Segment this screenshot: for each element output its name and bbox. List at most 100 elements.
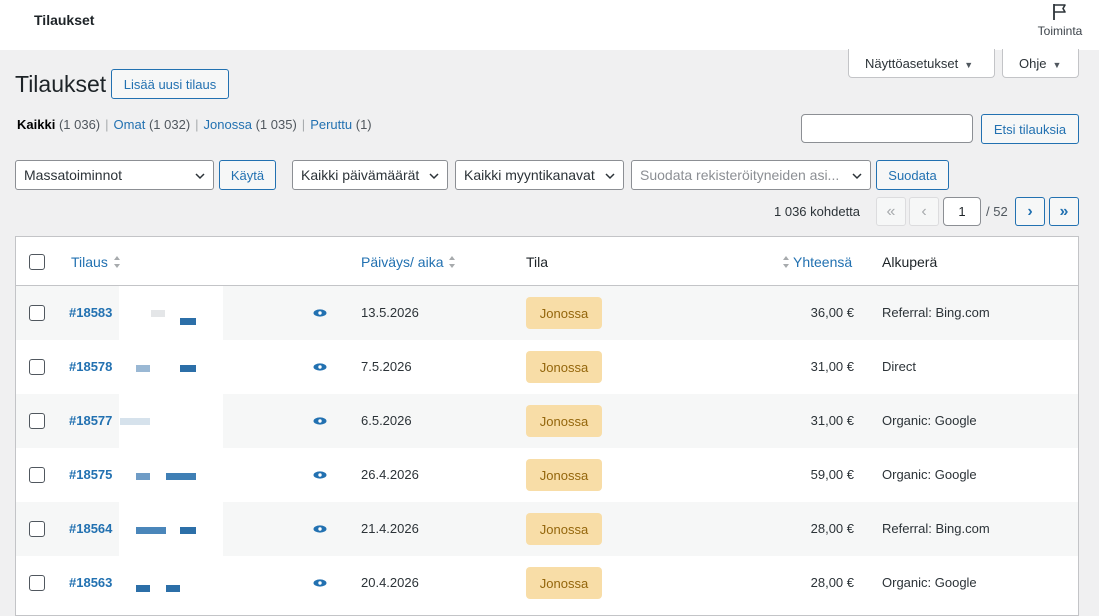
chevron-down-icon <box>429 173 439 180</box>
filter-button[interactable]: Suodata <box>876 160 949 190</box>
order-date: 13.5.2026 <box>361 305 419 320</box>
redaction-mark <box>180 318 196 325</box>
redacted-customer <box>119 448 223 502</box>
activity-label: Toiminta <box>1037 24 1083 38</box>
table-row: #18578 7.5.2026 Jonossa 31,00 € Direct <box>16 340 1078 394</box>
status-badge: Jonossa <box>526 405 602 437</box>
items-count: 1 036 kohdetta <box>774 204 861 219</box>
row-checkbox[interactable] <box>29 521 45 537</box>
admin-header: Tilaukset Toiminta <box>0 0 1099 50</box>
next-page-button[interactable]: › <box>1015 197 1045 226</box>
chevron-down-icon <box>195 173 205 180</box>
sort-icon <box>449 256 456 268</box>
table-row: #18577 6.5.2026 Jonossa 31,00 € Organic:… <box>16 394 1078 448</box>
column-total-label: Yhteensä <box>793 254 853 270</box>
order-link[interactable]: #18564 <box>69 521 113 536</box>
redacted-customer <box>119 286 223 340</box>
view-all-count: (1 036) <box>58 117 101 132</box>
order-origin: Organic: Google <box>882 575 977 590</box>
status-badge: Jonossa <box>526 513 602 545</box>
order-total: 31,00 € <box>810 413 854 428</box>
header-title: Tilaukset <box>34 12 95 28</box>
column-total[interactable]: Yhteensä <box>782 254 852 270</box>
order-date: 20.4.2026 <box>361 575 419 590</box>
view-mine[interactable]: Omat <box>113 117 146 132</box>
activity-button[interactable]: Toiminta <box>1033 2 1087 38</box>
view-mine-count: (1 032) <box>148 117 191 132</box>
view-separator: | <box>105 117 109 132</box>
order-link[interactable]: #18563 <box>69 575 113 590</box>
view-separator: | <box>301 117 306 132</box>
order-search-input[interactable] <box>801 114 973 143</box>
preview-eye-icon[interactable] <box>313 523 327 535</box>
row-checkbox[interactable] <box>29 305 45 321</box>
redacted-customer <box>119 340 223 394</box>
total-pages: / 52 <box>986 204 1008 219</box>
customer-filter-select[interactable]: Suodata rekisteröityneiden asi... <box>631 160 871 190</box>
redaction-mark <box>166 473 196 480</box>
column-date-label: Päiväys/ aika <box>361 254 444 270</box>
last-page-button[interactable]: » <box>1049 197 1079 226</box>
add-order-button[interactable]: Lisää uusi tilaus <box>111 69 229 99</box>
table-row: #18575 26.4.2026 Jonossa 59,00 € Organic… <box>16 448 1078 502</box>
apply-button[interactable]: Käytä <box>219 160 276 190</box>
view-processing-count: (1 035) <box>255 117 297 132</box>
redaction-mark <box>136 527 166 534</box>
order-date: 6.5.2026 <box>361 413 412 428</box>
redaction-mark <box>136 365 150 372</box>
help-tab[interactable]: Ohje ▼ <box>1002 49 1079 78</box>
bulk-actions-select[interactable]: Massatoiminnot <box>15 160 214 190</box>
view-processing[interactable]: Jonossa <box>203 117 252 132</box>
table-row: #18583 13.5.2026 Jonossa 36,00 € Referra… <box>16 286 1078 340</box>
chevron-down-icon <box>605 173 615 180</box>
order-total: 28,00 € <box>810 521 854 536</box>
preview-eye-icon[interactable] <box>313 415 327 427</box>
view-all[interactable]: Kaikki <box>17 117 56 132</box>
preview-eye-icon[interactable] <box>313 307 327 319</box>
column-order-label: Tilaus <box>71 254 108 270</box>
date-filter-select[interactable]: Kaikki päivämäärät <box>292 160 448 190</box>
preview-eye-icon[interactable] <box>313 469 327 481</box>
order-link[interactable]: #18577 <box>69 413 113 428</box>
redaction-mark <box>136 473 150 480</box>
redaction-mark <box>120 418 150 425</box>
customer-filter-placeholder: Suodata rekisteröityneiden asi... <box>640 167 840 183</box>
preview-eye-icon[interactable] <box>313 361 327 373</box>
orders-table: Tilaus Päiväys/ aika Tila Yhteensä Alkup… <box>15 236 1079 616</box>
order-total: 28,00 € <box>810 575 854 590</box>
channel-filter-value: Kaikki myyntikanavat <box>464 167 595 183</box>
order-link[interactable]: #18578 <box>69 359 113 374</box>
prev-page-button[interactable]: ‹ <box>909 197 939 226</box>
order-origin: Direct <box>882 359 916 374</box>
screen-options-tab[interactable]: Näyttöasetukset ▼ <box>848 49 995 78</box>
search-orders-button[interactable]: Etsi tilauksia <box>981 114 1079 144</box>
column-order[interactable]: Tilaus <box>71 254 121 270</box>
order-link[interactable]: #18583 <box>69 305 113 320</box>
view-cancelled[interactable]: Peruttu <box>310 117 353 132</box>
table-row: #18564 21.4.2026 Jonossa 28,00 € Referra… <box>16 502 1078 556</box>
redaction-mark <box>151 310 165 317</box>
column-status: Tila <box>526 254 549 270</box>
row-checkbox[interactable] <box>29 575 45 591</box>
preview-eye-icon[interactable] <box>313 577 327 589</box>
status-badge: Jonossa <box>526 459 602 491</box>
order-total: 59,00 € <box>810 467 854 482</box>
current-page-input[interactable]: 1 <box>943 197 981 226</box>
chevron-down-icon <box>852 173 862 180</box>
order-origin: Organic: Google <box>882 413 977 428</box>
redacted-customer <box>119 394 223 448</box>
first-page-button[interactable]: « <box>876 197 906 226</box>
order-total: 36,00 € <box>810 305 854 320</box>
row-checkbox[interactable] <box>29 359 45 375</box>
sort-icon <box>113 256 120 268</box>
column-date[interactable]: Päiväys/ aika <box>361 254 456 270</box>
page-title: Tilaukset <box>15 71 107 97</box>
channel-filter-select[interactable]: Kaikki myyntikanavat <box>455 160 624 190</box>
order-date: 26.4.2026 <box>361 467 419 482</box>
select-all-checkbox[interactable] <box>29 254 45 270</box>
order-link[interactable]: #18575 <box>69 467 113 482</box>
column-origin: Alkuperä <box>882 254 938 270</box>
view-separator: | <box>195 117 199 132</box>
row-checkbox[interactable] <box>29 467 45 483</box>
row-checkbox[interactable] <box>29 413 45 429</box>
